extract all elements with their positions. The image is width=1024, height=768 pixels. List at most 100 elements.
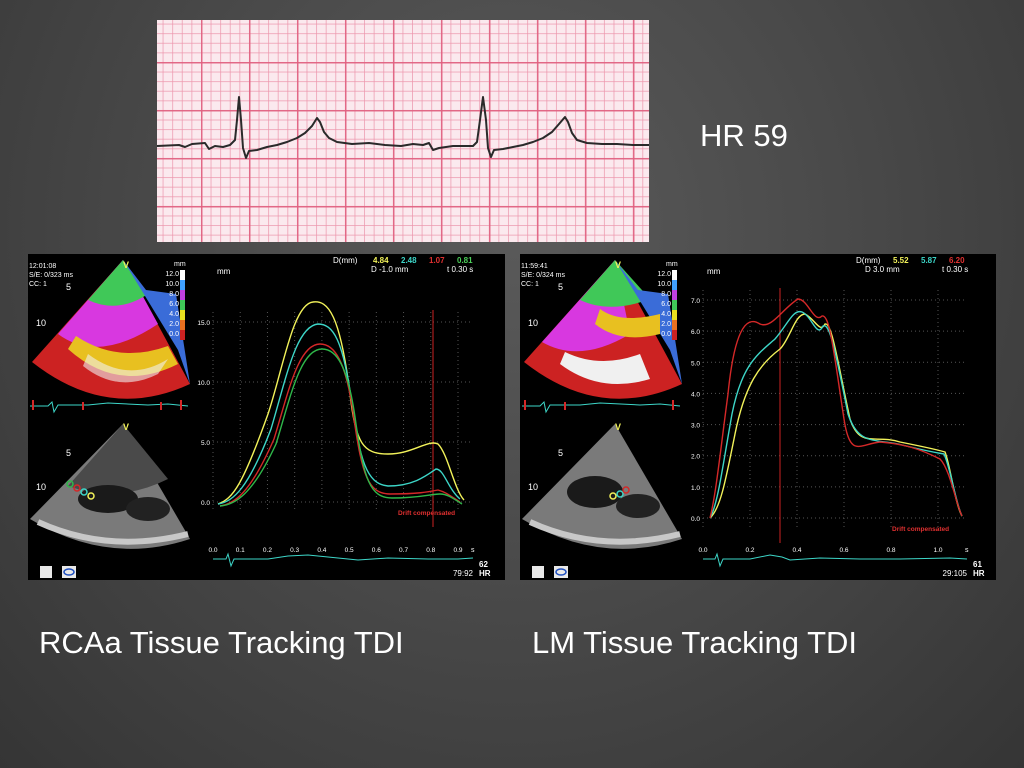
scale-tick: 2.0 (661, 321, 671, 328)
cc-info: CC: 1 (29, 281, 47, 288)
color-scale: mm 12.0 10.0 8.0 6.0 4.0 2.0 0.0 (165, 261, 186, 340)
scale-tick: 8.0 (169, 291, 179, 298)
d-value: 6.20 (949, 256, 965, 265)
trace-line (217, 323, 461, 505)
trace-line (219, 343, 461, 507)
color-tdi-sector (524, 260, 682, 399)
y-tick-label: 0.0 (201, 500, 210, 507)
caption-rcaa: RCAa Tissue Tracking TDI (39, 625, 404, 660)
x-tick-label: 0.4 (317, 547, 326, 554)
x-tick-label: 0.8 (426, 547, 435, 554)
x-tick-label: 0.1 (236, 547, 245, 554)
caption-lm: LM Tissue Tracking TDI (532, 625, 858, 660)
scale-tick: 8.0 (661, 291, 671, 298)
x-tick-label: 0.3 (290, 547, 299, 554)
y-tick-label: 10.0 (197, 380, 210, 387)
x-tick-label: 0.2 (263, 547, 272, 554)
v-marker: V (615, 260, 621, 270)
drift-label: Drift compensated (398, 510, 455, 517)
trace-line (709, 310, 963, 519)
d-value: 4.84 (373, 256, 389, 265)
hr-value: 62 (479, 560, 488, 569)
scale-tick: 6.0 (661, 301, 671, 308)
y-tick-label: 0.0 (691, 516, 700, 523)
trace-line (709, 298, 963, 519)
hr-value: 61 (973, 560, 982, 569)
x-tick-label: 0.0 (208, 547, 217, 554)
d-value: 5.87 (921, 256, 937, 265)
scale-tick: 0.0 (169, 331, 179, 338)
y-tick-label: 6.0 (691, 329, 700, 336)
scale-tick: 12.0 (165, 271, 179, 278)
color-tdi-sector (32, 260, 190, 399)
tracking-points (66, 480, 95, 500)
y-tick-label: 7.0 (691, 298, 700, 305)
v-marker-bmode: V (123, 422, 129, 432)
displacement-chart: 7.0 6.0 5.0 4.0 3.0 2.0 1.0 0.0 0.0 0.2 0.4 0.6 0.8 1… (691, 288, 985, 578)
se-info: S/E: 0/324 ms (521, 272, 565, 279)
d-label: D(mm) (333, 256, 358, 265)
displacement-chart: 15.0 10.0 5.0 0.0 0.0 0.1 0.2 0.3 0.4 0.5 0.6 0.7 0.… (197, 301, 491, 578)
x-tick-label: 0.6 (839, 547, 848, 554)
y-tick-label: 3.0 (691, 423, 700, 430)
hr-unit: HR (479, 569, 491, 578)
frame-counter: 79:92 (453, 569, 474, 578)
d-value: 5.52 (893, 256, 909, 265)
pen-icon[interactable] (532, 566, 544, 578)
pen-icon[interactable] (40, 566, 52, 578)
rcaa-tdi-panel: 12:01:08 S/E: 0/323 ms CC: 1 V 5 10 mm 1… (28, 254, 505, 580)
x-tick-label: 0.8 (886, 547, 895, 554)
acq-time: 11:59:41 (521, 263, 548, 270)
x-unit: s (471, 547, 475, 554)
frame-counter: 29:105 (943, 569, 968, 578)
t-info: t 0.30 s (942, 265, 968, 274)
y-tick-label: 1.0 (691, 485, 700, 492)
scale-tick: 12.0 (657, 271, 671, 278)
x-tick-label: 1.0 (933, 547, 942, 554)
x-tick-label: 0.0 (698, 547, 707, 554)
x-unit: s (965, 547, 969, 554)
lm-tdi-panel: 11:59:41 S/E: 0/324 ms CC: 1 V 5 10 mm 1… (520, 254, 996, 580)
cc-info: CC: 1 (521, 281, 539, 288)
v-marker: V (123, 260, 129, 270)
scale-tick: 4.0 (661, 311, 671, 318)
chart-unit: mm (217, 267, 231, 276)
depth-mark-5-bmode: 5 (66, 448, 71, 458)
d-label: D(mm) (856, 256, 881, 265)
d-value: 1.07 (429, 256, 445, 265)
depth-mark-5: 5 (66, 282, 71, 292)
d-value: 2.48 (401, 256, 417, 265)
acq-time: 12:01:08 (29, 263, 56, 270)
se-info: S/E: 0/323 ms (29, 272, 73, 279)
ecg-strip (157, 20, 649, 242)
ellipse-tool-icon[interactable] (62, 566, 76, 578)
v-marker-bmode: V (615, 422, 621, 432)
y-tick-label: 5.0 (201, 440, 210, 447)
color-scale-unit: mm (174, 261, 186, 268)
depth-mark-10: 10 (36, 318, 46, 328)
y-tick-label: 2.0 (691, 454, 700, 461)
x-tick-label: 0.5 (345, 547, 354, 554)
depth-mark-5: 5 (558, 282, 563, 292)
d-info: D -1.0 mm (371, 265, 409, 274)
y-tick-label: 5.0 (691, 360, 700, 367)
d-info: D 3.0 mm (865, 265, 900, 274)
y-tick-label: 4.0 (691, 391, 700, 398)
tracking-points (609, 486, 630, 500)
hr-unit: HR (973, 569, 985, 578)
depth-mark-5-bmode: 5 (558, 448, 563, 458)
trace-line (217, 301, 465, 505)
trace-line (219, 348, 463, 507)
depth-mark-10: 10 (528, 318, 538, 328)
x-tick-label: 0.2 (745, 547, 754, 554)
x-tick-label: 0.4 (792, 547, 801, 554)
mini-ecg-trace (213, 552, 474, 568)
ellipse-tool-icon[interactable] (554, 566, 568, 578)
bmode-sector (30, 424, 190, 549)
color-scale-unit: mm (666, 261, 678, 268)
chart-unit: mm (707, 267, 721, 276)
t-info: t 0.30 s (447, 265, 473, 274)
scale-tick: 0.0 (661, 331, 671, 338)
depth-mark-10-bmode: 10 (528, 482, 538, 492)
scale-tick: 4.0 (169, 311, 179, 318)
